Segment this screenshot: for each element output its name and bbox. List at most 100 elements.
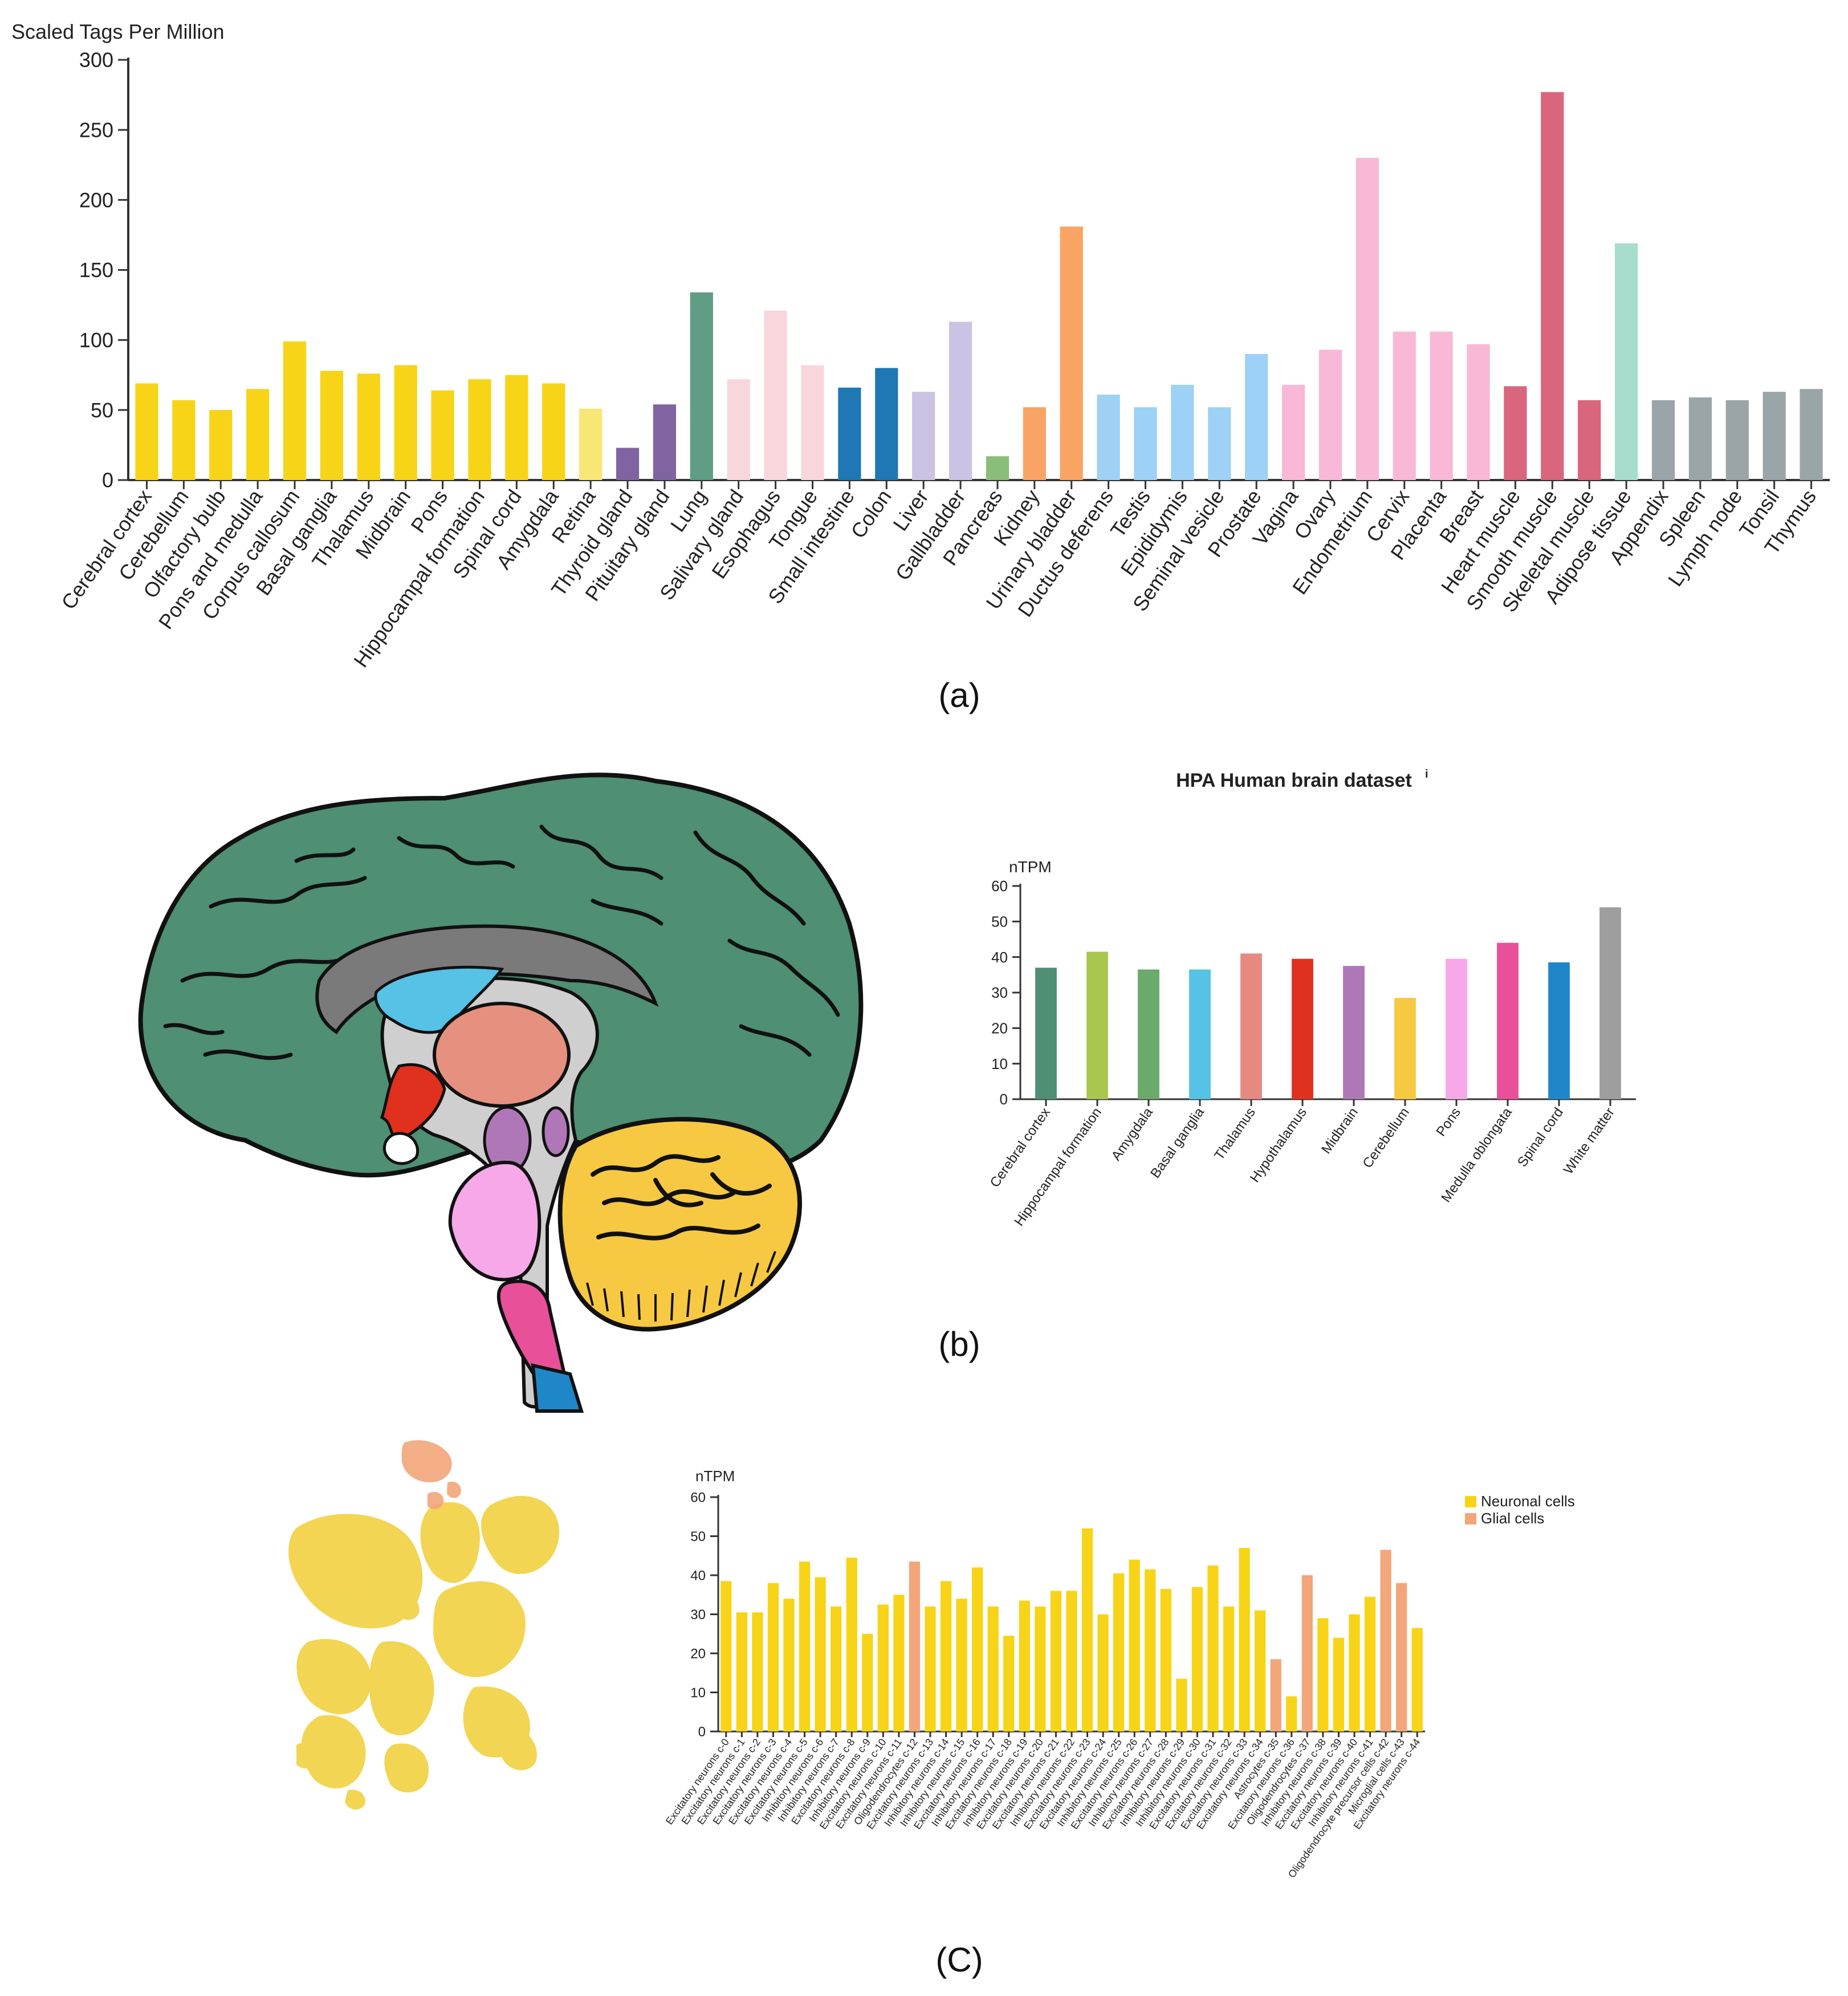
chart-a-bar[interactable]: [727, 379, 750, 480]
chart-a-bar[interactable]: [1578, 400, 1601, 480]
chart-c-bar[interactable]: [1050, 1591, 1062, 1731]
chart-a-bar[interactable]: [690, 292, 713, 480]
chart-a-bar[interactable]: [1023, 407, 1046, 480]
chart-c-bar[interactable]: [1066, 1591, 1077, 1731]
chart-c-bar[interactable]: [909, 1562, 921, 1731]
chart-a-bar[interactable]: [875, 368, 898, 480]
chart-c-bar[interactable]: [956, 1599, 967, 1731]
chart-a-bar[interactable]: [764, 310, 787, 480]
chart-c-bar[interactable]: [1097, 1614, 1109, 1732]
chart-a-bar[interactable]: [653, 404, 677, 480]
chart-c-bar[interactable]: [1145, 1569, 1156, 1731]
chart-c-bar[interactable]: [1301, 1575, 1313, 1731]
chart-a-bar[interactable]: [394, 365, 417, 480]
chart-a-bar[interactable]: [1504, 386, 1527, 480]
chart-a-bar[interactable]: [1651, 400, 1675, 480]
chart-c-bar[interactable]: [1191, 1587, 1203, 1731]
chart-b-bar[interactable]: [1548, 962, 1570, 1099]
chart-b-bar[interactable]: [1086, 952, 1108, 1099]
chart-c-bar[interactable]: [1035, 1606, 1046, 1731]
chart-a-bar[interactable]: [1393, 331, 1416, 480]
chart-a-bar[interactable]: [1171, 384, 1194, 480]
chart-b-bar[interactable]: [1394, 998, 1416, 1099]
chart-c-bar[interactable]: [1003, 1636, 1015, 1731]
chart-b-bar[interactable]: [1497, 942, 1519, 1099]
chart-b-bar[interactable]: [1292, 958, 1313, 1099]
chart-c-bar[interactable]: [1129, 1559, 1140, 1731]
chart-a-bar[interactable]: [468, 379, 491, 480]
chart-a-bar[interactable]: [1688, 397, 1712, 480]
chart-c-bar[interactable]: [1255, 1610, 1266, 1731]
chart-a-bar[interactable]: [1762, 392, 1786, 480]
chart-a-bar[interactable]: [949, 322, 972, 480]
chart-c-bar[interactable]: [1160, 1588, 1171, 1731]
chart-c-bar[interactable]: [987, 1606, 999, 1731]
chart-c-bar[interactable]: [815, 1577, 826, 1731]
chart-a-bar[interactable]: [1134, 407, 1157, 480]
chart-a-bar[interactable]: [320, 371, 344, 480]
chart-a-bar[interactable]: [1060, 226, 1083, 480]
chart-c-bar[interactable]: [1223, 1606, 1235, 1731]
chart-a-bar[interactable]: [135, 383, 158, 480]
chart-c-bar[interactable]: [1286, 1696, 1297, 1731]
chart-c-bar[interactable]: [877, 1604, 889, 1731]
chart-c-bar[interactable]: [1081, 1528, 1093, 1731]
chart-a-bar[interactable]: [838, 387, 861, 480]
chart-a-bar[interactable]: [579, 408, 603, 480]
chart-c-bar[interactable]: [1239, 1548, 1250, 1731]
chart-c-bar[interactable]: [1380, 1550, 1391, 1731]
chart-a-bar[interactable]: [1208, 407, 1231, 480]
chart-c-bar[interactable]: [736, 1612, 747, 1731]
chart-a-bar[interactable]: [357, 373, 380, 480]
chart-a-bar[interactable]: [1541, 92, 1564, 481]
chart-c-bar[interactable]: [1207, 1565, 1219, 1731]
chart-a-bar[interactable]: [1430, 331, 1453, 480]
chart-c-bar[interactable]: [1270, 1659, 1281, 1731]
chart-a-bar[interactable]: [1614, 243, 1638, 480]
chart-a-bar[interactable]: [1097, 395, 1120, 480]
chart-c-bar[interactable]: [1019, 1600, 1030, 1731]
chart-a-bar[interactable]: [172, 400, 196, 480]
chart-c-bar[interactable]: [940, 1581, 952, 1731]
chart-b-bar[interactable]: [1343, 966, 1365, 1099]
chart-a-bar[interactable]: [986, 456, 1010, 480]
chart-c-bar[interactable]: [783, 1599, 795, 1731]
chart-c-bar[interactable]: [893, 1595, 905, 1731]
chart-a-bar[interactable]: [1318, 349, 1342, 480]
chart-c-bar[interactable]: [831, 1606, 842, 1731]
chart-a-bar[interactable]: [542, 383, 565, 480]
chart-a-bar[interactable]: [616, 448, 640, 480]
chart-a-bar[interactable]: [1245, 353, 1268, 480]
chart-c-bar[interactable]: [1349, 1614, 1360, 1732]
chart-c-bar[interactable]: [972, 1567, 983, 1731]
chart-c-bar[interactable]: [862, 1633, 873, 1731]
chart-a-bar[interactable]: [912, 392, 935, 480]
chart-c-bar[interactable]: [721, 1581, 732, 1731]
chart-b-bar[interactable]: [1035, 967, 1057, 1099]
chart-c-bar[interactable]: [1411, 1628, 1423, 1731]
chart-c-bar[interactable]: [799, 1562, 811, 1731]
chart-c-bar[interactable]: [752, 1612, 763, 1731]
chart-b-bar[interactable]: [1240, 953, 1262, 1099]
chart-a-bar[interactable]: [431, 390, 454, 480]
chart-a-bar[interactable]: [246, 389, 270, 480]
chart-a-bar[interactable]: [1356, 157, 1379, 480]
chart-c-bar[interactable]: [1176, 1678, 1187, 1731]
chart-a-bar[interactable]: [283, 341, 307, 480]
chart-a-bar[interactable]: [1281, 384, 1305, 480]
chart-a-bar[interactable]: [1725, 400, 1749, 480]
chart-b-bar[interactable]: [1138, 969, 1159, 1099]
chart-c-bar[interactable]: [1333, 1637, 1345, 1731]
chart-a-bar[interactable]: [209, 410, 233, 480]
chart-b-bar[interactable]: [1446, 958, 1467, 1099]
chart-b-bar[interactable]: [1189, 969, 1211, 1099]
chart-a-bar[interactable]: [1800, 389, 1823, 480]
chart-c-bar[interactable]: [1396, 1583, 1407, 1731]
chart-c-bar[interactable]: [1317, 1618, 1329, 1731]
chart-a-bar[interactable]: [801, 365, 824, 480]
chart-a-bar[interactable]: [505, 375, 528, 480]
chart-c-bar[interactable]: [925, 1606, 936, 1731]
chart-c-bar[interactable]: [767, 1583, 779, 1731]
chart-c-bar[interactable]: [1364, 1596, 1376, 1731]
chart-b-title-info-mark[interactable]: i: [1425, 768, 1428, 780]
